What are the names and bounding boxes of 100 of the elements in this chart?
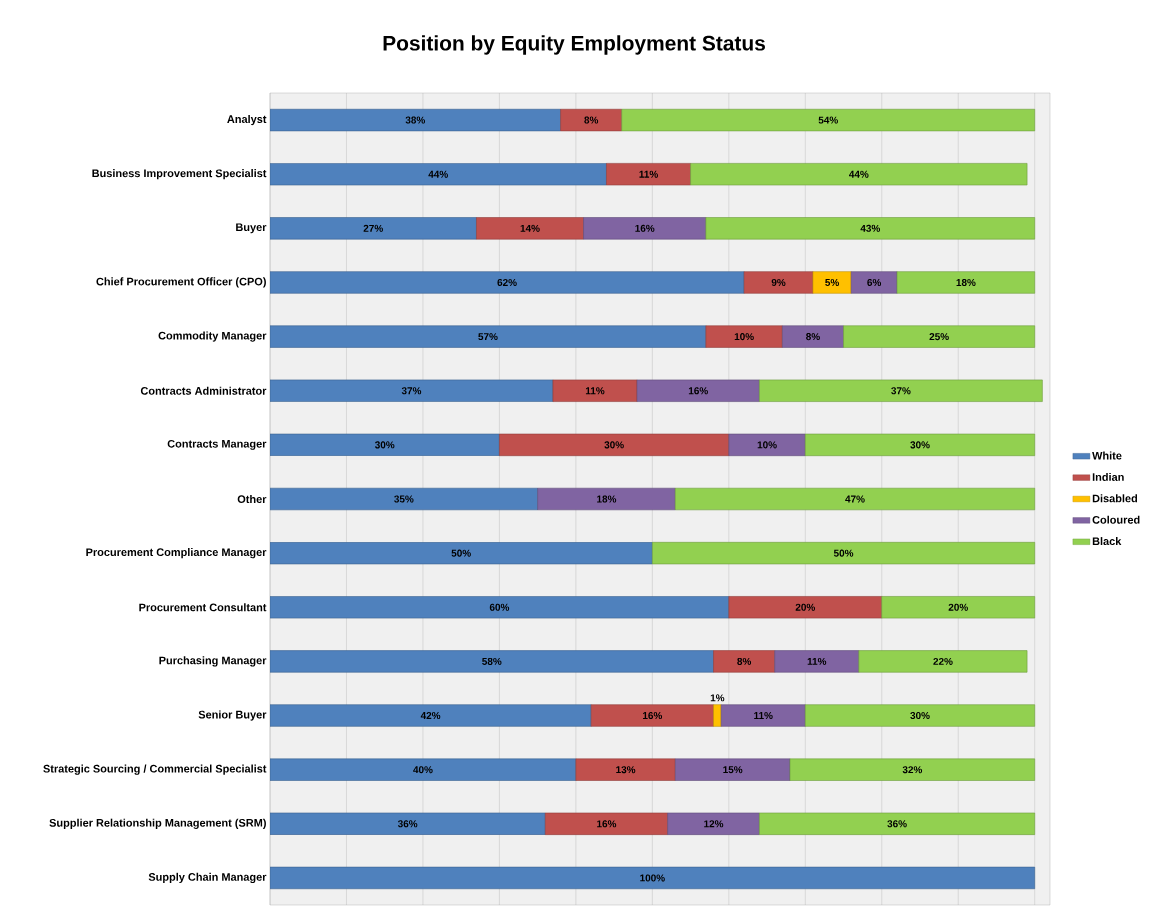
data-label: 50% bbox=[451, 549, 471, 557]
y-tick-label: Business Improvement Specialist bbox=[92, 169, 267, 180]
bar bbox=[560, 108, 623, 132]
y-tick-label: Procurement Compliance Manager bbox=[86, 548, 267, 559]
bar bbox=[774, 650, 860, 673]
bar bbox=[621, 108, 1036, 132]
y-tick-label: Strategic Sourcing / Commercial Specialist bbox=[43, 764, 267, 775]
data-label: 11% bbox=[585, 387, 605, 395]
data-label: 36% bbox=[397, 820, 418, 828]
y-tick-label: Commodity Manager bbox=[158, 331, 267, 342]
data-label: 5% bbox=[825, 278, 839, 286]
y-tick-label: Purchasing Manager bbox=[159, 656, 267, 667]
data-label: 10% bbox=[757, 441, 777, 449]
y-tick-label: Senior Buyer bbox=[198, 710, 267, 721]
y-tick-label: Other bbox=[237, 494, 267, 504]
data-label: 11% bbox=[807, 657, 827, 665]
data-label: 27% bbox=[363, 224, 383, 232]
bar bbox=[896, 271, 1036, 294]
bar bbox=[652, 542, 1036, 565]
data-label: 18% bbox=[956, 278, 976, 286]
bar bbox=[705, 217, 1036, 240]
data-label: 8% bbox=[584, 116, 599, 124]
bar bbox=[759, 379, 1043, 402]
bar bbox=[782, 325, 844, 348]
y-tick-label: Supply Chain Manager bbox=[148, 872, 267, 884]
bar bbox=[720, 704, 806, 727]
data-label: 11% bbox=[754, 712, 773, 720]
data-label: 44% bbox=[428, 170, 448, 178]
data-label: 16% bbox=[635, 224, 655, 232]
chart-title: Position by Equity Employment Status bbox=[383, 35, 765, 55]
y-tick-label: Contracts Manager bbox=[167, 439, 267, 450]
data-label: 100% bbox=[640, 874, 665, 882]
data-label: 16% bbox=[597, 820, 617, 828]
y-tick-label: Supplier Relationship Management (SRM) bbox=[49, 818, 266, 829]
data-label: 40% bbox=[413, 766, 433, 774]
data-label: 30% bbox=[604, 441, 624, 449]
data-label: 14% bbox=[520, 224, 540, 232]
bar bbox=[575, 758, 676, 781]
data-label: 37% bbox=[401, 387, 422, 395]
bar bbox=[728, 433, 806, 456]
bar bbox=[476, 217, 584, 240]
data-label: 30% bbox=[910, 712, 930, 720]
bar bbox=[537, 487, 676, 511]
y-tick-label: Contracts Administrator bbox=[140, 386, 267, 395]
bar bbox=[499, 433, 730, 456]
bar bbox=[690, 163, 1028, 186]
bar bbox=[545, 812, 668, 835]
data-label: 13% bbox=[616, 766, 636, 774]
y-tick-label: Buyer bbox=[236, 223, 267, 234]
bar bbox=[606, 163, 691, 186]
bar bbox=[675, 487, 1036, 511]
data-label: 22% bbox=[933, 657, 953, 665]
legend-label: Black bbox=[1092, 537, 1122, 546]
data-label: 54% bbox=[818, 116, 838, 124]
y-tick-label: Analyst bbox=[227, 114, 267, 126]
bar bbox=[713, 650, 776, 673]
data-label: 44% bbox=[849, 170, 869, 178]
bar bbox=[552, 379, 638, 402]
legend-label: Coloured bbox=[1092, 515, 1140, 524]
data-label: 25% bbox=[929, 333, 949, 341]
data-label: 37% bbox=[891, 387, 911, 395]
data-label: 58% bbox=[482, 657, 502, 665]
bar bbox=[705, 325, 783, 348]
data-label: 10% bbox=[734, 333, 754, 341]
bar bbox=[858, 650, 1028, 673]
bar bbox=[583, 217, 707, 240]
legend-label: White bbox=[1092, 451, 1122, 460]
data-label: 8% bbox=[737, 657, 752, 665]
data-label: 12% bbox=[704, 820, 724, 828]
bar bbox=[636, 379, 760, 402]
bar bbox=[812, 271, 852, 294]
data-label: 9% bbox=[771, 278, 786, 286]
data-label: 20% bbox=[795, 603, 815, 611]
data-label: 11% bbox=[639, 170, 658, 178]
data-label: 20% bbox=[948, 603, 968, 611]
data-label: 30% bbox=[910, 441, 930, 449]
data-label: 38% bbox=[405, 116, 425, 124]
bar bbox=[728, 596, 883, 619]
bar bbox=[743, 271, 814, 294]
data-label: 6% bbox=[867, 278, 882, 286]
data-label: 30% bbox=[374, 441, 395, 449]
bar bbox=[789, 758, 1036, 781]
y-tick-label: Chief Procurement Officer (CPO) bbox=[96, 277, 266, 288]
data-label: 36% bbox=[887, 820, 907, 828]
bar bbox=[667, 812, 760, 835]
data-label: 47% bbox=[845, 495, 865, 503]
bar bbox=[675, 758, 791, 781]
bar bbox=[713, 704, 722, 727]
data-label: 15% bbox=[723, 766, 743, 774]
data-label: 57% bbox=[478, 333, 498, 341]
bar bbox=[590, 704, 714, 727]
legend-label: Indian bbox=[1092, 472, 1124, 481]
data-label: 35% bbox=[394, 495, 414, 503]
data-label: 50% bbox=[833, 549, 854, 557]
data-label: 32% bbox=[902, 766, 923, 774]
legend-label: Disabled bbox=[1092, 494, 1138, 503]
data-label: 16% bbox=[688, 387, 708, 395]
bar bbox=[881, 596, 1036, 619]
data-label: 18% bbox=[597, 495, 617, 503]
bar bbox=[850, 271, 898, 294]
